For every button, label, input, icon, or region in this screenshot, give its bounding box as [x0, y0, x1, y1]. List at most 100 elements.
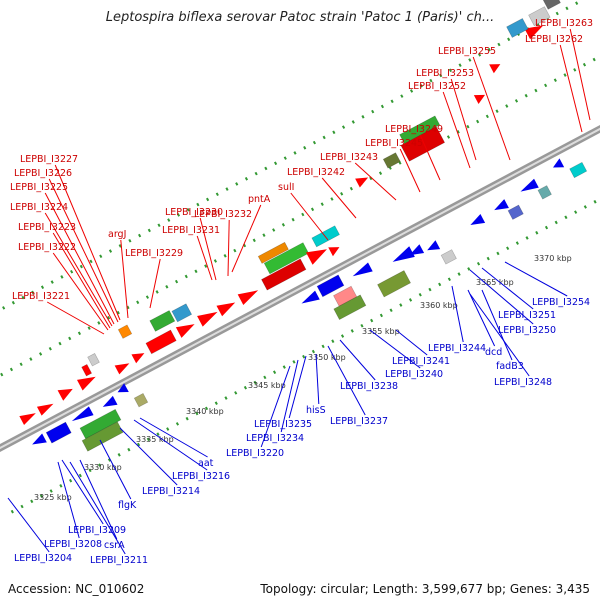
forward-cds [131, 353, 145, 364]
rna-feature-shape [263, 242, 310, 275]
reverse-cds-shape [301, 290, 320, 304]
forward-cds-shape [528, 6, 551, 27]
forward-cds [216, 302, 236, 317]
forward-gene-label-LEPBI_I3222: LEPBI_I3222 [18, 242, 76, 253]
forward-cds [542, 0, 561, 10]
reverse-cds-shape [470, 214, 486, 225]
forward-cds [197, 311, 218, 327]
reverse-cds [440, 249, 457, 265]
forward-cds-shape [257, 241, 289, 264]
forward-leader-LEPBI_I3252 [442, 91, 471, 169]
reverse-leader-LEPBI_I3248 [469, 293, 530, 377]
forward-leader-LEPBI_I3232 [227, 219, 230, 277]
scale-label-3355-kbp: 3355 kbp [362, 327, 400, 336]
accession-label: Accession: NC_010602 [8, 582, 145, 596]
map-footer: Accession: NC_010602 Topology: circular;… [0, 578, 600, 600]
reverse-gene-label-LEPBI_I3254: LEPBI_I3254 [532, 297, 590, 308]
reverse-cds [316, 274, 345, 298]
forward-leader-LEPBI_I3262 [559, 44, 583, 133]
forward-leader-argJ [120, 239, 129, 319]
forward-cds-shape [542, 0, 561, 10]
reverse-leader-csrA [79, 459, 118, 540]
forward-cds [145, 329, 177, 355]
reverse-leader-LEPBI_I3216 [133, 419, 208, 471]
reverse-cds-shape [45, 421, 72, 444]
reverse-cds [494, 199, 509, 211]
forward-gene-label-LEPBI_I3224: LEPBI_I3224 [10, 202, 68, 213]
forward-cds-shape [489, 64, 501, 74]
forward-cds [171, 303, 193, 323]
reverse-cds-shape [352, 262, 373, 277]
reverse-cds-shape [133, 392, 149, 408]
forward-leader-LEPBI_I3245 [399, 148, 421, 193]
forward-leader-LEPBI_I3253 [450, 78, 477, 161]
reverse-gene-label-flgK: flgK [118, 500, 137, 511]
forward-cds-shape [36, 403, 54, 416]
reverse-leader-flgK [99, 439, 132, 500]
forward-cds-shape [355, 177, 369, 188]
reverse-leader-fadB3 [481, 289, 513, 361]
forward-gene-label-argJ: argJ [108, 229, 126, 240]
forward-cds-shape [117, 324, 133, 339]
reverse-gene-label-LEPBI_I3234: LEPBI_I3234 [246, 433, 304, 444]
reverse-cds-shape [440, 249, 457, 265]
reverse-cds [520, 178, 539, 192]
reverse-leader-LEPBI_I3254 [504, 261, 568, 297]
reverse-leader-LEPBI_I3238 [339, 339, 376, 381]
reverse-cds-shape [494, 199, 509, 211]
forward-cds [528, 6, 551, 27]
reverse-cds [301, 290, 320, 304]
forward-leader-LEPBI_I3230 [199, 217, 217, 281]
reverse-cds [32, 433, 47, 445]
scale-label-3360-kbp: 3360 kbp [420, 301, 458, 310]
reverse-cds-shape [316, 274, 345, 298]
forward-leader-LEPBI_I3223 [52, 232, 111, 329]
forward-leader-LEPBI_I3255 [472, 56, 511, 161]
reverse-leader-LEPBI_I3214 [119, 427, 178, 486]
reverse-cds-shape [427, 240, 441, 251]
forward-gene-label-LEPBI_I3232: LEPBI_I3232 [194, 209, 252, 220]
scale-label-3335-kbp: 3335 kbp [136, 435, 174, 444]
forward-cds [114, 363, 130, 375]
tick-row-inner-reverse [10, 197, 600, 514]
forward-cds [175, 324, 195, 338]
reverse-cds [569, 161, 588, 179]
reverse-cds [71, 406, 94, 422]
forward-cds-shape [524, 25, 544, 40]
reverse-cds [133, 392, 149, 408]
reverse-gene-label-dcd: dcd [485, 347, 502, 358]
forward-gene-label-LEPBI_I3229: LEPBI_I3229 [125, 248, 183, 259]
scale-label-3365-kbp: 3365 kbp [476, 278, 514, 287]
scale-label-3345-kbp: 3345 kbp [248, 381, 286, 390]
forward-gene-label-LEPBI_I3243: LEPBI_I3243 [320, 152, 378, 163]
reverse-cds-shape [520, 178, 539, 192]
forward-leader-LEPBI_I3249 [419, 134, 441, 181]
reverse-cds [392, 246, 415, 262]
forward-cds-shape [261, 258, 307, 291]
rna-feature-shape [377, 270, 411, 298]
reverse-cds-shape [507, 204, 524, 220]
forward-cds-shape [19, 413, 36, 426]
forward-cds [117, 324, 133, 339]
reverse-cds [507, 204, 524, 220]
forward-gene-label-LEPBI_I3225: LEPBI_I3225 [10, 182, 68, 193]
reverse-leader-hisS [315, 353, 320, 405]
forward-gene-label-LEPBI_I3231: LEPBI_I3231 [162, 225, 220, 236]
forward-cds-shape [81, 363, 93, 377]
forward-gene-label-LEPBI_I3226: LEPBI_I3226 [14, 168, 72, 179]
forward-cds-shape [131, 353, 145, 364]
reverse-cds-shape [569, 161, 588, 179]
reverse-gene-label-LEPBI_I3248: LEPBI_I3248 [494, 377, 552, 388]
forward-gene-label-LEPBI_I3221: LEPBI_I3221 [12, 291, 70, 302]
forward-leader-LEPBI_I3225 [44, 192, 115, 325]
rna-feature [149, 310, 176, 332]
rna-feature-shape [333, 294, 367, 321]
forward-leader-sulI [290, 192, 329, 241]
reverse-leader-LEPBI_I3237 [327, 345, 366, 416]
forward-cds-shape [328, 247, 340, 257]
reverse-cds-shape [392, 246, 415, 262]
forward-gene-label-LEPBI_I3242: LEPBI_I3242 [287, 167, 345, 178]
reverse-gene-label-LEPBI_I3251: LEPBI_I3251 [498, 310, 556, 321]
reverse-gene-label-LEPBI_I3216: LEPBI_I3216 [172, 471, 230, 482]
forward-cds-shape [171, 303, 193, 323]
